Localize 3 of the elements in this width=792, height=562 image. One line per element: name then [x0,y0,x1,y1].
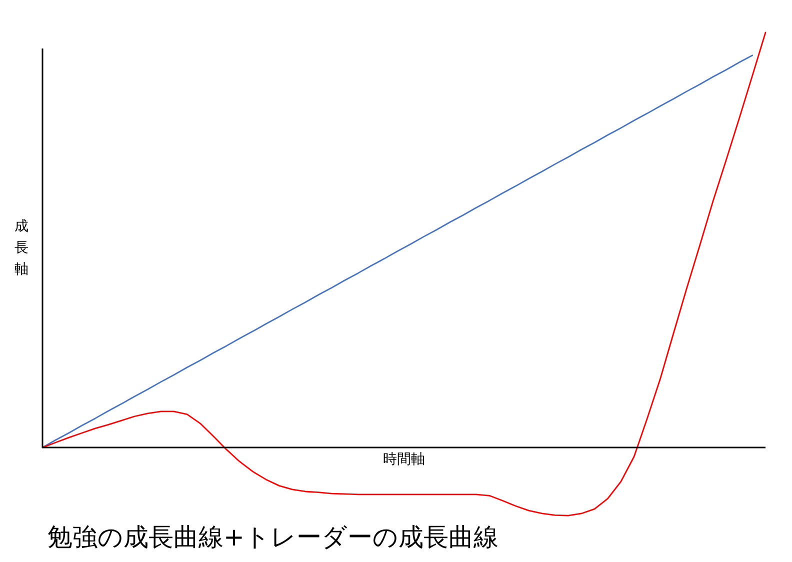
y-axis-title: 成長軸 [14,218,28,278]
text: 勉強の成長曲線+トレーダーの成長曲線 [48,522,498,552]
x-axis-title: 時間軸 [383,452,425,468]
